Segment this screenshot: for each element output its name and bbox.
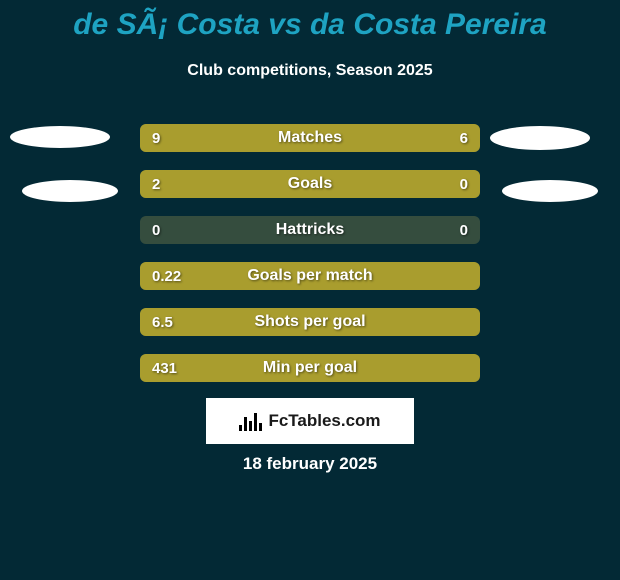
stat-row: Min per goal431 bbox=[140, 354, 480, 382]
stat-row: Goals per match0.22 bbox=[140, 262, 480, 290]
fctables-logo: FcTables.com bbox=[206, 398, 414, 444]
stat-row: Matches96 bbox=[140, 124, 480, 152]
stat-row: Shots per goal6.5 bbox=[140, 308, 480, 336]
stat-value-right: 6 bbox=[460, 124, 468, 152]
chart-icon bbox=[239, 411, 262, 431]
stat-fill-left bbox=[140, 308, 480, 336]
stat-fill-left bbox=[140, 170, 402, 198]
stat-fill-left bbox=[140, 124, 344, 152]
stats-block: Matches96Goals20Hattricks00Goals per mat… bbox=[140, 124, 480, 400]
avatar-ellipse bbox=[490, 126, 590, 150]
stat-value-left: 0.22 bbox=[152, 262, 181, 290]
avatar-ellipse bbox=[10, 126, 110, 148]
stat-value-left: 9 bbox=[152, 124, 160, 152]
avatar-ellipse bbox=[22, 180, 118, 202]
page-subtitle: Club competitions, Season 2025 bbox=[0, 62, 620, 80]
stat-row: Goals20 bbox=[140, 170, 480, 198]
stat-value-right: 0 bbox=[460, 170, 468, 198]
stat-value-left: 6.5 bbox=[152, 308, 173, 336]
logo-text: FcTables.com bbox=[268, 411, 380, 431]
stat-fill-left bbox=[140, 262, 480, 290]
stat-value-right: 0 bbox=[460, 216, 468, 244]
avatar-ellipse bbox=[502, 180, 598, 202]
stat-value-left: 2 bbox=[152, 170, 160, 198]
stat-value-left: 0 bbox=[152, 216, 160, 244]
page-title: de SÃ¡ Costa vs da Costa Pereira bbox=[0, 8, 620, 42]
stat-row: Hattricks00 bbox=[140, 216, 480, 244]
stat-track bbox=[140, 216, 480, 244]
comparison-card: de SÃ¡ Costa vs da Costa Pereira Club co… bbox=[0, 0, 620, 580]
stat-fill-left bbox=[140, 354, 480, 382]
stat-fill-right bbox=[402, 170, 480, 198]
date-label: 18 february 2025 bbox=[0, 454, 620, 474]
stat-value-left: 431 bbox=[152, 354, 177, 382]
